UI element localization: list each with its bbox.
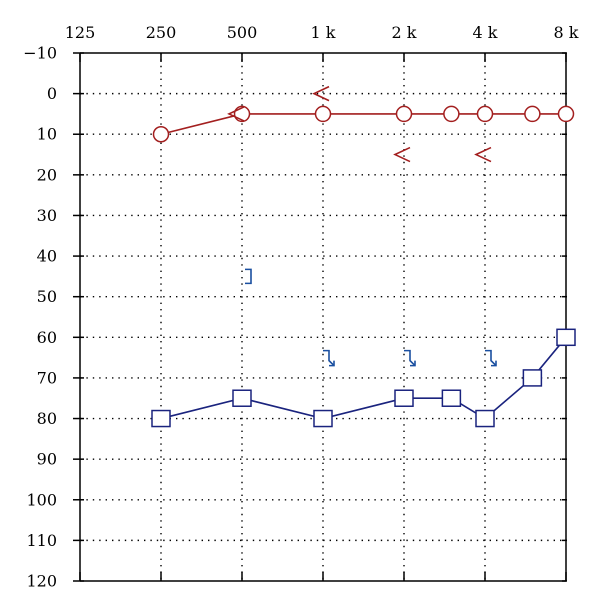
series-line-right-ear	[160, 113, 566, 136]
bracket-stroke	[404, 349, 416, 367]
y-tick-label: −10	[23, 44, 57, 63]
x-tick-label: 8 k	[554, 23, 579, 42]
annotation-symbols	[227, 85, 497, 367]
bone-conduction-left-masked-symbol	[245, 268, 252, 285]
y-tick-label: 80	[37, 409, 57, 428]
square-marker	[441, 389, 462, 407]
x-tick-label: 2 k	[392, 23, 417, 42]
arrow-head	[410, 360, 416, 367]
y-tick-label: 110	[26, 531, 57, 550]
y-tick-label: 50	[37, 287, 57, 306]
arrow-head	[491, 360, 497, 367]
bone-conduction-right-symbol	[227, 106, 245, 122]
circle-marker	[152, 125, 170, 143]
x-tick-labels: 125 250 500 1 k 2 k 4 k 8 k	[65, 23, 579, 42]
bracket-stroke	[485, 349, 497, 367]
series-lines	[160, 113, 567, 420]
square-marker	[151, 409, 171, 428]
x-tick-label: 4 k	[473, 23, 498, 42]
bone-conduction-right-symbol	[474, 146, 492, 163]
y-tick-label: 90	[37, 450, 57, 469]
arrow-head	[329, 360, 335, 367]
bracket-stroke	[323, 349, 335, 367]
y-tick-label: 40	[37, 247, 57, 266]
axes	[73, 52, 567, 582]
square-marker	[394, 389, 414, 407]
bone-conduction-right-symbol	[312, 85, 330, 102]
y-tick-label: 20	[37, 165, 57, 184]
circle-marker	[395, 105, 413, 123]
square-marker	[475, 409, 495, 428]
y-tick-labels: −10 0 10 20 30 40 50 60 70 80 90 100 110 120	[23, 44, 57, 591]
x-tick-label: 125	[65, 23, 96, 42]
x-tick-label: 250	[146, 23, 177, 42]
y-tick-label: 30	[37, 206, 57, 225]
circle-marker	[314, 105, 332, 123]
y-tick-label: 0	[47, 84, 57, 103]
bone-conduction-right-symbol	[393, 146, 411, 163]
square-marker	[232, 389, 252, 407]
x-tick-label: 500	[227, 23, 258, 42]
square-marker	[313, 409, 333, 428]
y-tick-label: 10	[37, 125, 57, 144]
bone-conduction-left-no-response-symbol	[485, 349, 497, 367]
x-tick-label: 1 k	[311, 23, 336, 42]
bone-conduction-left-no-response-symbol	[323, 349, 335, 367]
grid-lines	[80, 53, 566, 581]
y-tick-label: 60	[37, 328, 57, 347]
circle-marker	[443, 105, 460, 123]
square-marker	[556, 328, 576, 347]
y-tick-label: 100	[26, 490, 57, 509]
y-tick-label: 70	[37, 368, 57, 387]
y-tick-label: 120	[26, 572, 57, 591]
circle-marker	[524, 105, 541, 123]
circle-marker	[476, 105, 494, 123]
bone-conduction-left-no-response-symbol	[404, 349, 416, 367]
square-marker	[522, 369, 543, 387]
circle-marker	[557, 105, 575, 123]
